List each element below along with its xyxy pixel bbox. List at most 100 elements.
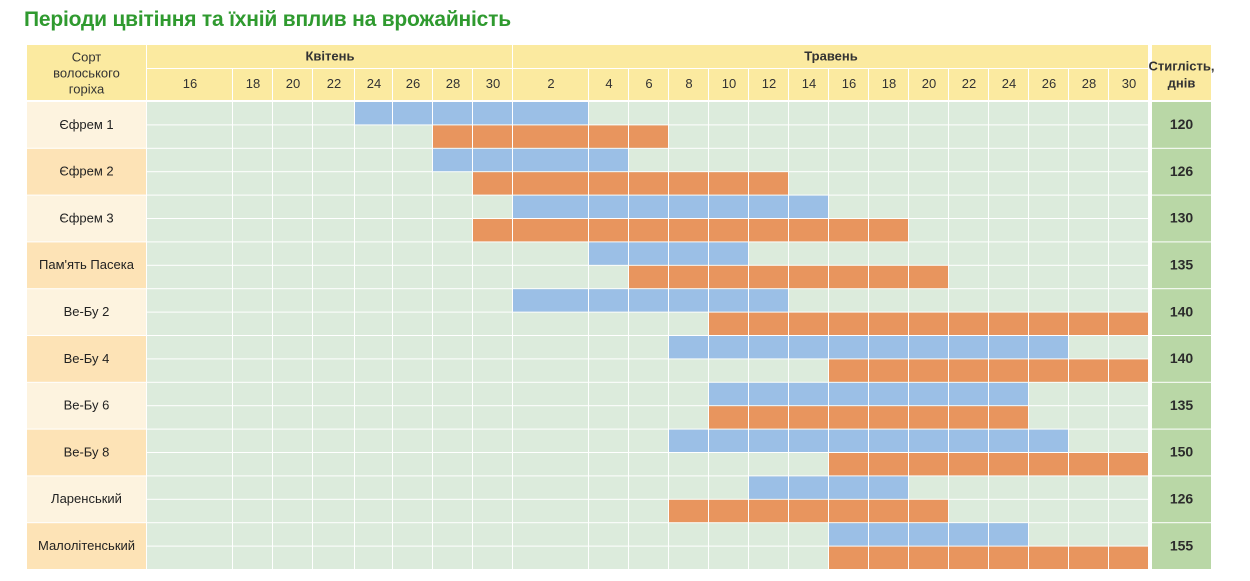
bloom-bar-blue <box>629 289 668 312</box>
bloom-bar-orange <box>1069 312 1108 335</box>
grid-cell <box>393 172 432 195</box>
grid-cell <box>393 265 432 289</box>
grid-cell <box>313 265 354 289</box>
day-tick-label: 18 <box>882 76 896 91</box>
grid-cell <box>393 359 432 382</box>
grid-cell <box>313 172 354 195</box>
bloom-bar-orange <box>829 406 868 429</box>
grid-cell <box>313 219 354 242</box>
bloom-bar-blue <box>949 523 988 546</box>
maturity-value: 126 <box>1170 163 1194 179</box>
grid-cell <box>829 148 868 172</box>
variety-label: Єфрем 2 <box>59 164 113 179</box>
bloom-bar-blue <box>789 429 828 452</box>
grid-cell <box>355 242 392 265</box>
grid-cell <box>355 382 392 406</box>
bloom-bar-orange <box>869 406 908 429</box>
bloom-bar-orange <box>909 359 948 382</box>
grid-cell <box>355 172 392 195</box>
grid-cell <box>233 242 272 265</box>
grid-cell <box>233 382 272 406</box>
bloom-bar-blue <box>589 195 628 218</box>
grid-cell <box>273 125 312 148</box>
grid-cell <box>233 453 272 476</box>
day-header-cell <box>233 69 272 100</box>
maturity-value: 155 <box>1170 537 1194 553</box>
bloom-bar-orange <box>1029 359 1068 382</box>
variety-label: Єфрем 1 <box>59 117 113 132</box>
grid-cell <box>629 148 668 172</box>
grid-cell <box>513 476 588 499</box>
grid-cell <box>629 546 668 569</box>
grid-cell <box>1109 265 1148 289</box>
bloom-bar-orange <box>1069 359 1108 382</box>
bloom-bar-blue <box>989 382 1028 406</box>
row-label-cell <box>27 289 146 335</box>
maturity-value: 150 <box>1170 444 1194 460</box>
day-tick-label: 16 <box>183 76 197 91</box>
day-tick-label: 28 <box>1082 76 1096 91</box>
grid-cell <box>313 148 354 172</box>
month-label: Травень <box>804 48 858 63</box>
grid-cell <box>393 312 432 335</box>
grid-cell <box>909 219 948 242</box>
bloom-bar-orange <box>829 546 868 569</box>
day-header-cell <box>749 69 788 100</box>
grid-cell <box>273 546 312 569</box>
bloom-bar-blue <box>513 148 588 172</box>
bloom-bar-orange <box>709 499 748 523</box>
grid-cell <box>233 523 272 546</box>
bloom-bar-orange <box>513 172 588 195</box>
variety-label: Малолітенський <box>38 538 135 553</box>
grid-cell <box>749 523 788 546</box>
bloom-bar-orange <box>909 406 948 429</box>
grid-cell <box>513 429 588 452</box>
grid-cell <box>233 195 272 218</box>
grid-cell <box>629 102 668 125</box>
grid-cell <box>709 148 748 172</box>
month-header <box>147 45 512 68</box>
grid-cell <box>273 195 312 218</box>
grid-cell <box>909 125 948 148</box>
grid-cell <box>147 172 232 195</box>
bloom-bar-orange <box>709 265 748 289</box>
grid-cell <box>1109 148 1148 172</box>
grid-cell <box>589 499 628 523</box>
grid-cell <box>355 546 392 569</box>
grid-cell <box>629 382 668 406</box>
grid-cell <box>1029 102 1068 125</box>
grid-cell <box>1109 523 1148 546</box>
grid-cell <box>147 219 232 242</box>
day-tick-label: 6 <box>645 76 652 91</box>
grid-cell <box>829 242 868 265</box>
grid-cell <box>513 453 588 476</box>
grid-cell <box>313 242 354 265</box>
grid-cell <box>789 453 828 476</box>
bloom-bar-orange <box>749 312 788 335</box>
variety-label: Ве-Бу 2 <box>64 304 110 319</box>
maturity-cell <box>1152 336 1211 382</box>
grid-cell <box>709 476 748 499</box>
day-header-cell <box>513 69 588 100</box>
bloom-bar-blue <box>513 289 588 312</box>
grid-cell <box>313 499 354 523</box>
grid-cell <box>669 148 708 172</box>
day-tick-label: 20 <box>922 76 936 91</box>
grid-cell <box>669 546 708 569</box>
bloom-bar-blue <box>513 102 588 125</box>
grid-cell <box>513 359 588 382</box>
grid-cell <box>313 429 354 452</box>
grid-cell <box>147 148 232 172</box>
grid-cell <box>233 125 272 148</box>
grid-cell <box>355 406 392 429</box>
month-label: Квітень <box>306 48 355 63</box>
grid-cell <box>829 289 868 312</box>
grid-cell <box>1109 499 1148 523</box>
day-header-cell <box>473 69 512 100</box>
maturity-cell <box>1152 148 1211 195</box>
grid-cell <box>709 523 748 546</box>
grid-cell <box>589 523 628 546</box>
grid-cell <box>433 336 472 359</box>
maturity-cell <box>1152 476 1211 523</box>
grid-cell <box>949 289 988 312</box>
